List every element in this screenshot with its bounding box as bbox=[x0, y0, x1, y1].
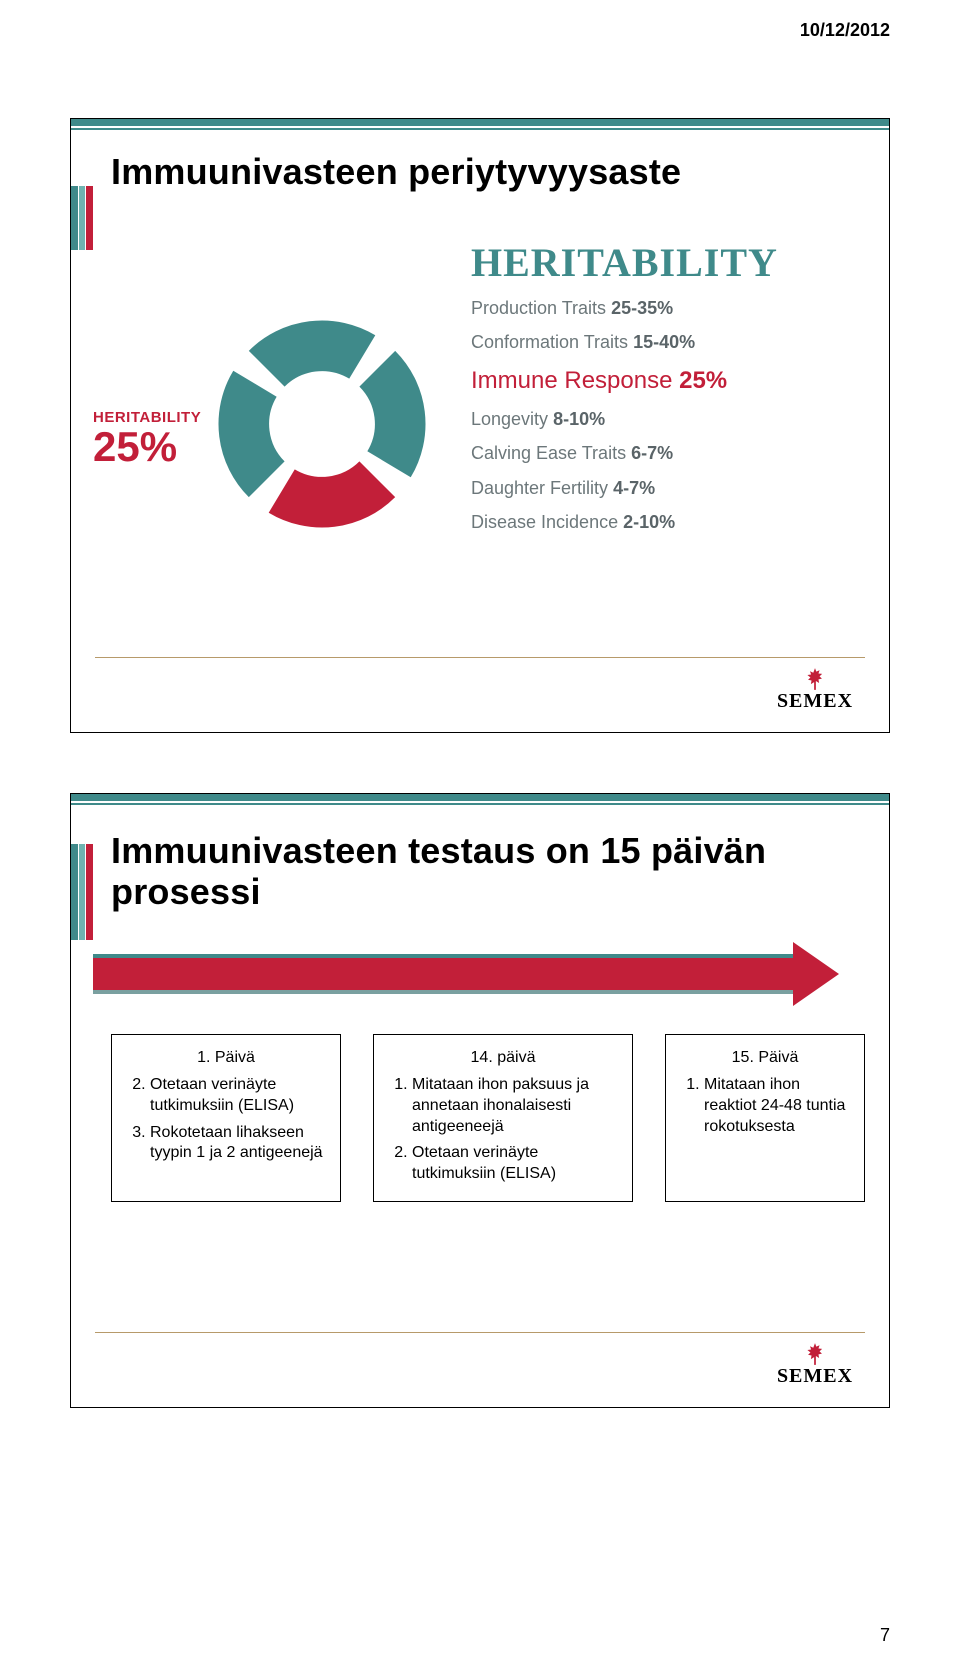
heritability-row-value: 25% bbox=[679, 367, 727, 394]
donut-chart bbox=[207, 309, 437, 539]
heritability-row: Conformation Traits 15-40% bbox=[471, 330, 859, 354]
process-box-list: Mitataan ihon reaktiot 24-48 tuntia roko… bbox=[682, 1075, 848, 1137]
maple-leaf-icon bbox=[802, 1341, 828, 1367]
donut-left-label: HERITABILITY 25% bbox=[93, 409, 201, 468]
donut-svg bbox=[207, 309, 437, 539]
page-container: 10/12/2012 7 Immuunivasteen periytyvyysa… bbox=[0, 0, 960, 1676]
heritability-row-label: Conformation Traits bbox=[471, 332, 633, 352]
header-date: 10/12/2012 bbox=[800, 20, 890, 41]
heritability-row-label: Disease Incidence bbox=[471, 512, 623, 532]
process-box-head: 15. Päivä bbox=[682, 1049, 848, 1067]
heritability-row: Immune Response 25% bbox=[471, 365, 859, 397]
slide-2: Immuunivasteen testaus on 15 päivän pros… bbox=[70, 793, 890, 1408]
heritability-row: Daughter Fertility 4-7% bbox=[471, 476, 859, 500]
process-box-item: Mitataan ihon reaktiot 24-48 tuntia roko… bbox=[704, 1075, 848, 1137]
heritability-row: Production Traits 25-35% bbox=[471, 296, 859, 320]
process-arrow bbox=[93, 952, 839, 996]
process-box-head: 1. Päivä bbox=[128, 1049, 324, 1067]
heritability-row-label: Calving Ease Traits bbox=[471, 443, 631, 463]
page-number: 7 bbox=[880, 1625, 890, 1646]
process-box-item: Otetaan verinäyte tutkimuksiin (ELISA) bbox=[150, 1075, 324, 1117]
heritability-row: Calving Ease Traits 6-7% bbox=[471, 441, 859, 465]
heritability-row: Longevity 8-10% bbox=[471, 407, 859, 431]
slide2-title: Immuunivasteen testaus on 15 päivän pros… bbox=[111, 830, 811, 913]
slide-1: Immuunivasteen periytyvyysaste HERITABIL… bbox=[70, 118, 890, 733]
logo-divider bbox=[95, 1332, 865, 1333]
heritability-row-label: Daughter Fertility bbox=[471, 478, 613, 498]
logo-text: SEMEX bbox=[777, 1365, 853, 1388]
heritability-row-label: Longevity bbox=[471, 409, 553, 429]
title-left-rail bbox=[71, 844, 93, 940]
process-box-item: Otetaan verinäyte tutkimuksiin (ELISA) bbox=[412, 1143, 616, 1185]
process-box: 1. Päivä Otetaan verinäyte tutkimuksiin (… bbox=[111, 1034, 341, 1202]
process-box-item: Rokotetaan lihakseen tyypin 1 ja 2 antig… bbox=[150, 1123, 324, 1165]
donut-chart-area: HERITABILITY 25% bbox=[111, 289, 411, 569]
heritability-row: Disease Incidence 2-10% bbox=[471, 510, 859, 534]
semex-logo: SEMEX bbox=[765, 1341, 865, 1389]
maple-leaf-icon bbox=[802, 666, 828, 692]
heritability-row-value: 25-35% bbox=[611, 298, 673, 318]
process-box-head: 14. päivä bbox=[390, 1049, 616, 1067]
title-left-rail bbox=[71, 186, 93, 250]
heritability-row-value: 15-40% bbox=[633, 332, 695, 352]
heritability-row-value: 6-7% bbox=[631, 443, 673, 463]
heritability-row-value: 4-7% bbox=[613, 478, 655, 498]
heritability-row-value: 8-10% bbox=[553, 409, 605, 429]
process-box-list: Mitataan ihon paksuus ja annetaan ihonal… bbox=[390, 1075, 616, 1185]
heritability-row-label: Immune Response bbox=[471, 367, 679, 394]
slide-top-bars bbox=[71, 119, 889, 133]
heritability-title: HERITABILITY bbox=[471, 239, 859, 286]
logo-divider bbox=[95, 657, 865, 658]
process-box-list: Otetaan verinäyte tutkimuksiin (ELISA) Ro… bbox=[128, 1075, 324, 1164]
slide-top-bars bbox=[71, 794, 889, 808]
heritability-row-value: 2-10% bbox=[623, 512, 675, 532]
heritability-list: HERITABILITY Production Traits 25-35% Con… bbox=[471, 239, 859, 534]
slide1-title: Immuunivasteen periytyvyysaste bbox=[111, 151, 681, 193]
process-box: 15. Päivä Mitataan ihon reaktiot 24-48 tu… bbox=[665, 1034, 865, 1202]
semex-logo: SEMEX bbox=[765, 666, 865, 714]
process-box: 14. päivä Mitataan ihon paksuus ja anneta… bbox=[373, 1034, 633, 1202]
process-box-item: Mitataan ihon paksuus ja annetaan ihonal… bbox=[412, 1075, 616, 1137]
process-boxes: 1. Päivä Otetaan verinäyte tutkimuksiin (… bbox=[111, 1034, 849, 1202]
donut-label-pct: 25% bbox=[93, 426, 201, 468]
heritability-row-label: Production Traits bbox=[471, 298, 611, 318]
logo-text: SEMEX bbox=[777, 690, 853, 713]
